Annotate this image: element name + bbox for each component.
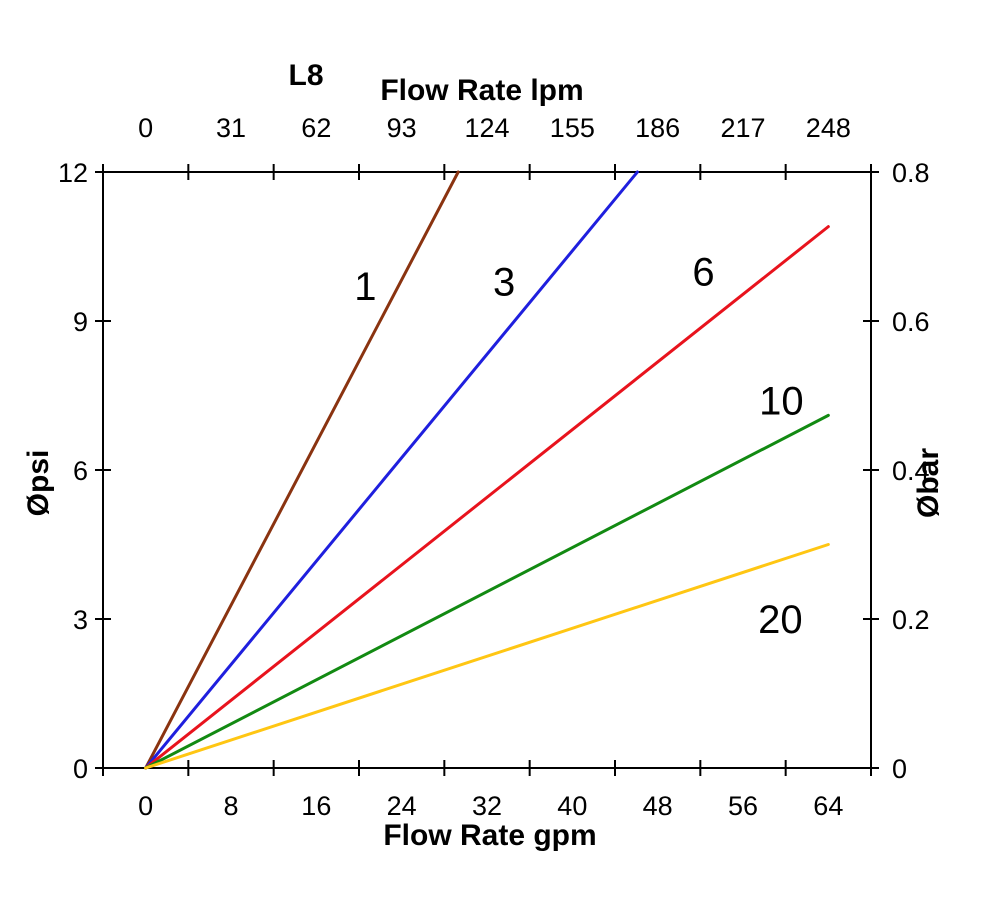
- left-tick-label: 6: [73, 456, 88, 486]
- top-tick-label: 155: [550, 113, 595, 143]
- right-tick-label: 0.6: [892, 307, 930, 337]
- left-tick-label: 9: [73, 307, 88, 337]
- right-tick-label: 0.2: [892, 605, 930, 635]
- series-line-20: [144, 543, 830, 770]
- right-tick-label: 0: [892, 754, 907, 784]
- top-tick-label: 62: [301, 113, 331, 143]
- top-axis-title: Flow Rate lpm: [380, 74, 584, 107]
- top-tick-label: 186: [635, 113, 680, 143]
- series-label-3: 3: [493, 260, 515, 304]
- bottom-axis-title: Flow Rate gpm: [383, 819, 597, 852]
- top-tick-label: 248: [806, 113, 851, 143]
- bottom-tick-label: 56: [728, 791, 758, 821]
- series-label-20: 20: [758, 598, 803, 642]
- series-line-3: [144, 170, 639, 770]
- chart-title: L8: [288, 59, 324, 92]
- bottom-tick-label: 24: [387, 791, 417, 821]
- right-axis-title: Øbar: [912, 447, 945, 519]
- bottom-tick-label: 32: [472, 791, 502, 821]
- bottom-tick-label: 48: [643, 791, 673, 821]
- left-tick-label: 12: [58, 158, 88, 188]
- series-label-6: 6: [692, 250, 714, 294]
- bottom-tick-label: 64: [813, 791, 843, 821]
- left-tick-label: 0: [73, 754, 88, 784]
- top-tick-label: 0: [138, 113, 153, 143]
- series-label-10: 10: [759, 379, 804, 423]
- series-label-1: 1: [354, 265, 376, 309]
- bottom-tick-label: 16: [301, 791, 331, 821]
- right-tick-label: 0.8: [892, 158, 930, 188]
- series-line-10: [144, 413, 830, 770]
- series-line-1: [144, 170, 460, 770]
- left-tick-label: 3: [73, 605, 88, 635]
- right-tick-label: 0.4: [892, 456, 930, 486]
- series-line-6: [144, 225, 830, 770]
- bottom-tick-label: 0: [138, 791, 153, 821]
- top-tick-label: 31: [216, 113, 246, 143]
- top-tick-label: 124: [464, 113, 509, 143]
- bottom-tick-label: 8: [223, 791, 238, 821]
- bottom-tick-label: 40: [557, 791, 587, 821]
- top-tick-label: 217: [720, 113, 765, 143]
- top-tick-label: 93: [387, 113, 417, 143]
- left-axis-title: Øpsi: [22, 449, 55, 517]
